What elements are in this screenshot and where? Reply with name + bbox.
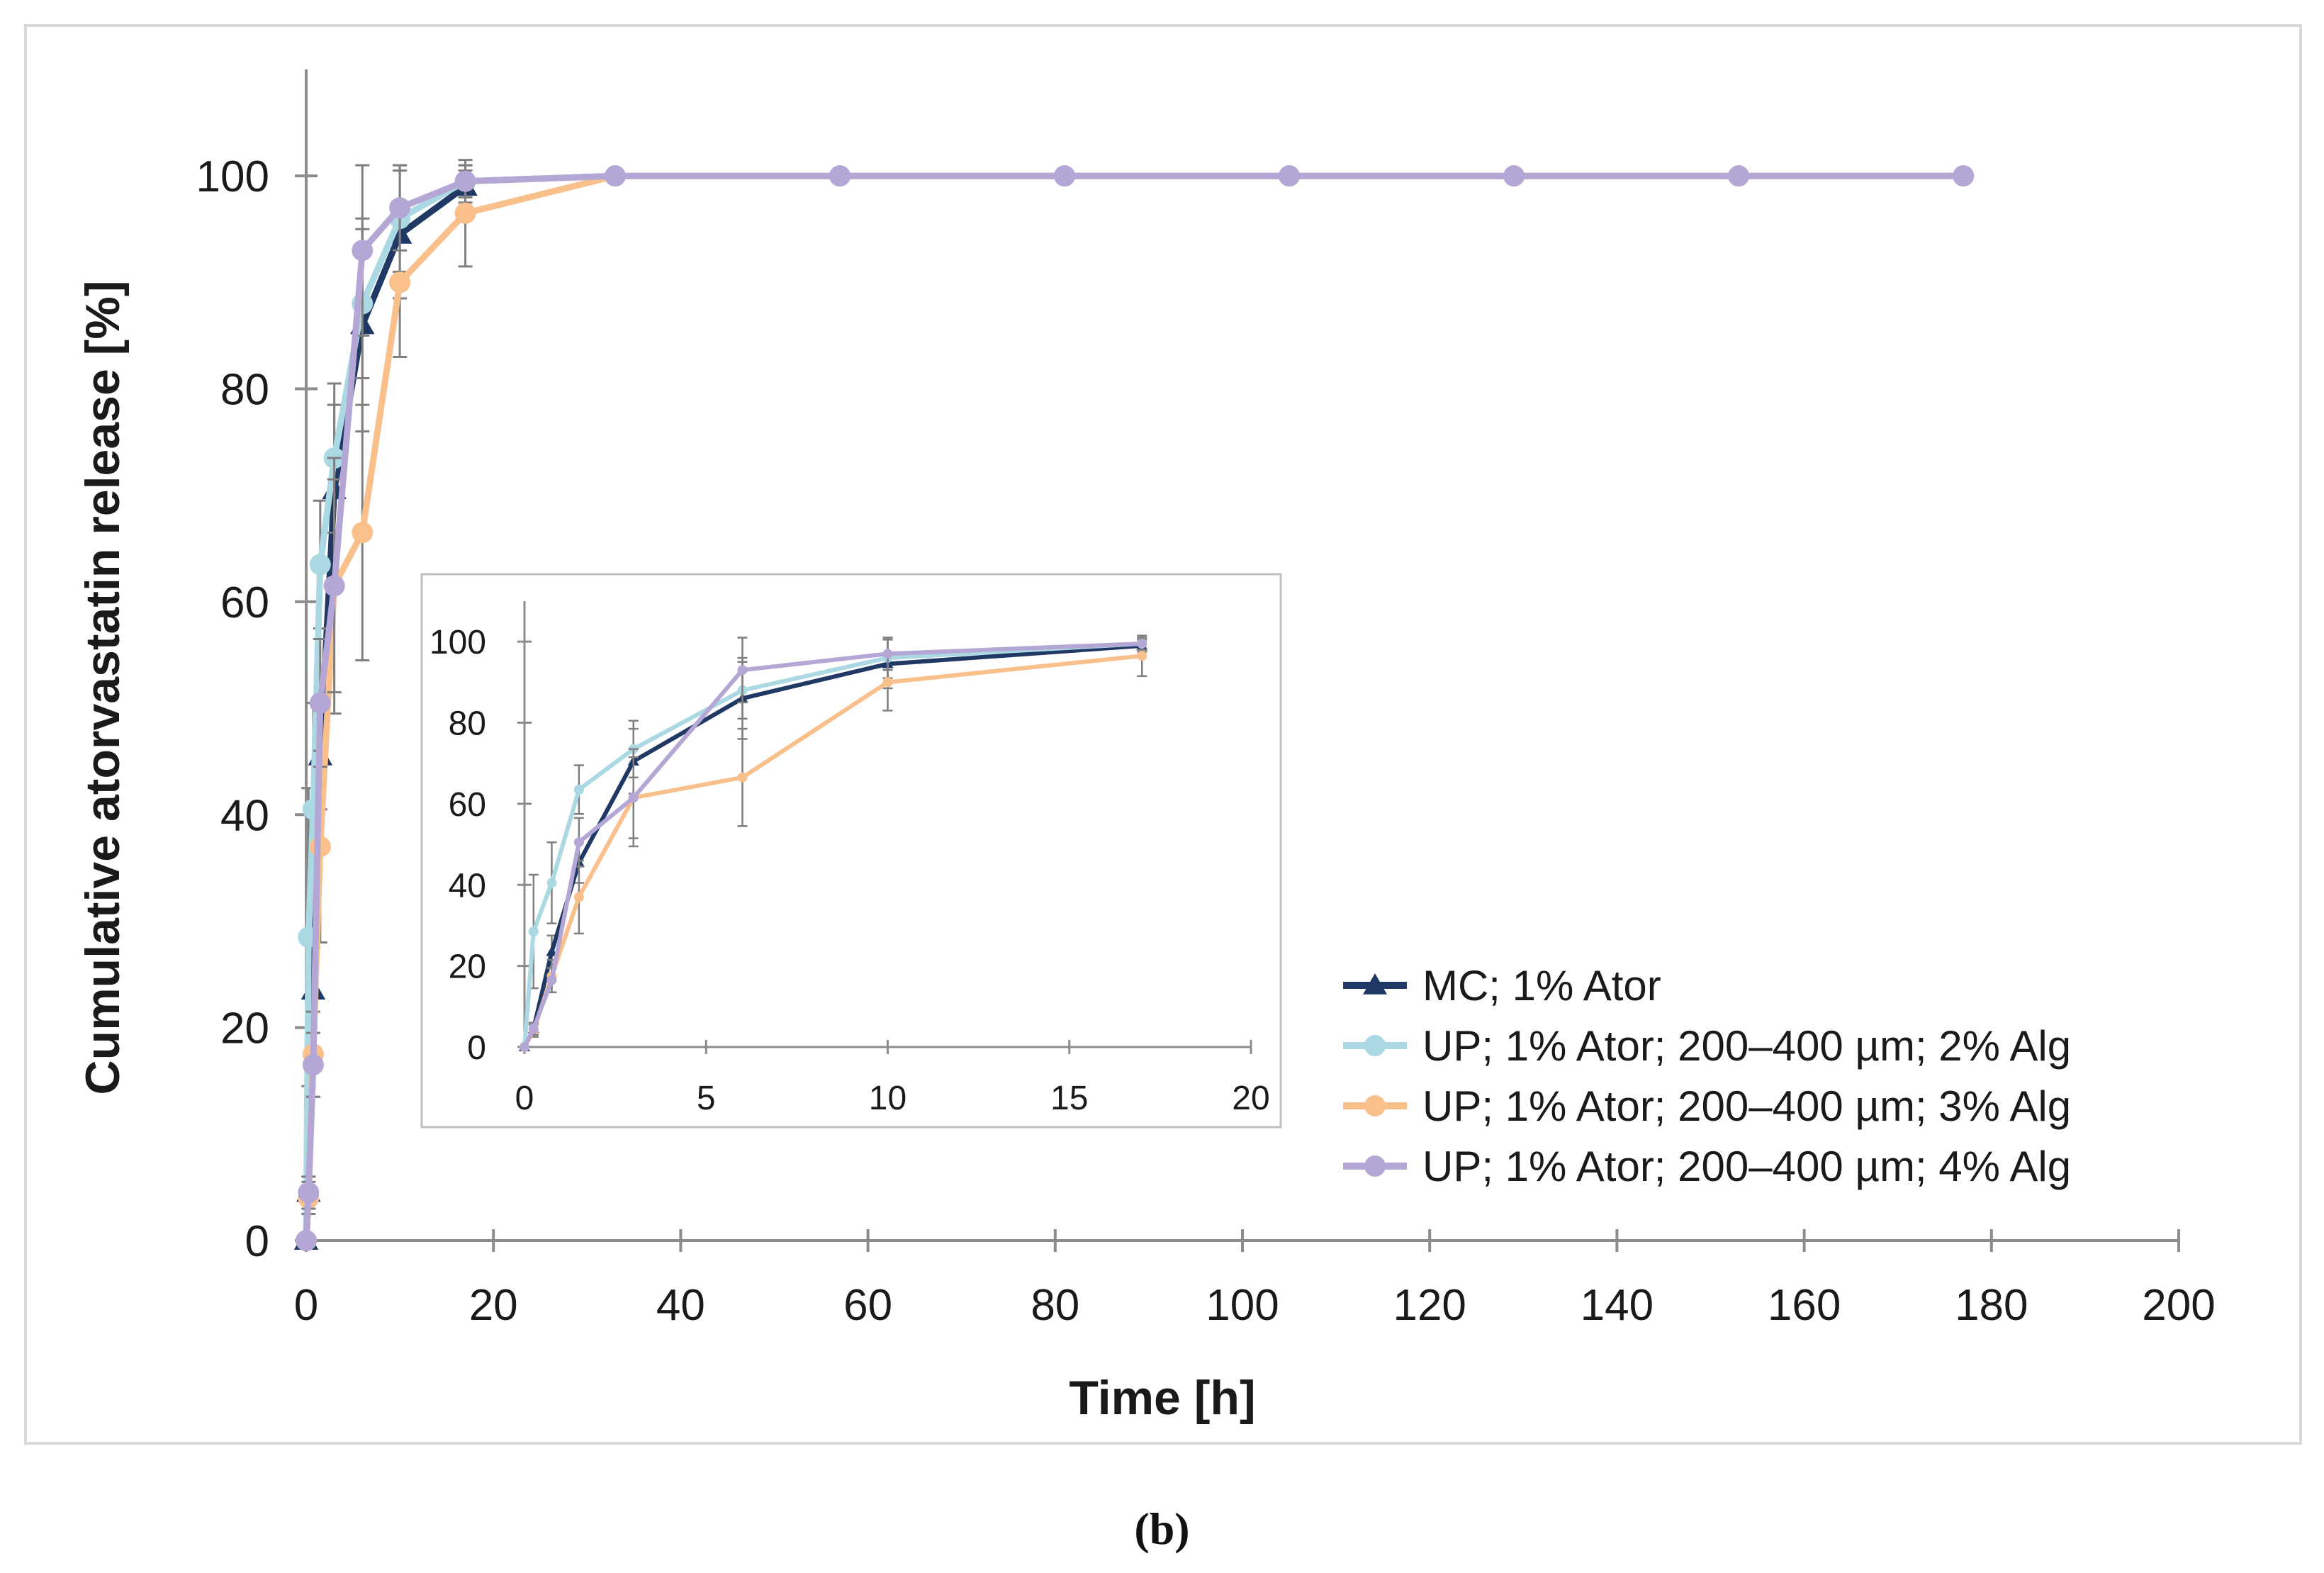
data-point xyxy=(628,793,639,803)
data-point xyxy=(520,1042,529,1052)
inset-series-layer xyxy=(518,634,1148,1052)
series-line xyxy=(522,642,1143,1048)
inset-y-tick-label: 100 xyxy=(430,624,486,661)
data-point xyxy=(573,837,584,848)
data-point xyxy=(302,1054,324,1076)
data-point xyxy=(1054,165,1076,187)
data-point xyxy=(882,677,893,688)
legend-label: UP; 1% Ator; 200–400 µm; 4% Alg xyxy=(1422,1143,2071,1190)
data-point xyxy=(352,240,374,262)
data-point xyxy=(528,1024,539,1034)
data-point xyxy=(296,1230,317,1251)
data-point xyxy=(1137,639,1147,649)
figure-caption: (b) xyxy=(1134,1504,1190,1554)
legend-label: UP; 1% Ator; 200–400 µm; 2% Alg xyxy=(1422,1022,2071,1070)
data-point xyxy=(829,165,851,187)
x-tick-label: 160 xyxy=(1768,1281,1841,1330)
x-tick-label: 40 xyxy=(656,1281,705,1330)
data-point xyxy=(454,202,476,224)
y-tick-label: 80 xyxy=(220,366,269,415)
data-point xyxy=(573,892,584,902)
inset-x-tick-label: 5 xyxy=(697,1080,716,1117)
x-tick-label: 20 xyxy=(469,1281,518,1330)
legend-marker xyxy=(1364,1155,1386,1177)
data-point xyxy=(389,197,411,219)
data-point xyxy=(1503,165,1525,187)
data-point xyxy=(546,878,557,888)
legend-label: UP; 1% Ator; 200–400 µm; 3% Alg xyxy=(1422,1082,2071,1130)
data-point xyxy=(737,772,748,783)
legend-item: MC; 1% Ator xyxy=(1343,962,1661,1009)
series-4 xyxy=(296,164,1975,1251)
inset-axes: 0 5 10 15 20 0 20 40 60 80 100 xyxy=(430,601,1270,1117)
inset-x-tick-label: 20 xyxy=(1232,1080,1269,1117)
data-point xyxy=(1137,651,1147,661)
data-point xyxy=(528,927,539,937)
data-point xyxy=(309,554,331,576)
data-point xyxy=(737,665,748,676)
legend-item: UP; 1% Ator; 200–400 µm; 4% Alg xyxy=(1343,1143,2071,1190)
data-point xyxy=(546,946,558,956)
x-tick-label: 80 xyxy=(1031,1281,1079,1330)
inset-y-tick-label: 60 xyxy=(449,786,486,824)
main-series-layer xyxy=(293,159,1975,1251)
inset-y-tick-label: 20 xyxy=(449,948,486,986)
data-point xyxy=(546,975,557,985)
data-point xyxy=(352,522,374,544)
inset-x-tick-label: 0 xyxy=(515,1080,534,1117)
inset-y-tick-label: 40 xyxy=(449,867,486,905)
legend: MC; 1% Ator UP; 1% Ator; 200–400 µm; 2% A… xyxy=(1343,962,2071,1190)
legend-label: MC; 1% Ator xyxy=(1422,962,1661,1009)
inset-x-tick-label: 10 xyxy=(869,1080,906,1117)
data-point xyxy=(573,784,584,795)
legend-item: UP; 1% Ator; 200–400 µm; 2% Alg xyxy=(1343,1022,2071,1070)
y-tick-label: 100 xyxy=(196,152,269,201)
data-point xyxy=(604,165,626,187)
data-point xyxy=(882,649,893,659)
data-point xyxy=(309,692,331,714)
inset-y-tick-label: 80 xyxy=(449,705,486,743)
x-tick-label: 60 xyxy=(843,1281,892,1330)
legend-marker xyxy=(1363,973,1387,995)
y-tick-label: 20 xyxy=(220,1004,269,1053)
x-axis-title: Time [h] xyxy=(1069,1371,1255,1425)
data-point xyxy=(454,170,476,192)
x-tick-label: 180 xyxy=(1955,1281,2028,1330)
legend-item: UP; 1% Ator; 200–400 µm; 3% Alg xyxy=(1343,1082,2071,1130)
data-point xyxy=(323,575,345,597)
x-tick-label: 0 xyxy=(294,1281,318,1330)
x-tick-label: 200 xyxy=(2142,1281,2215,1330)
y-tick-label: 40 xyxy=(220,791,269,840)
data-point xyxy=(1953,165,1975,187)
data-point xyxy=(1279,165,1301,187)
data-point xyxy=(389,272,411,293)
data-point xyxy=(298,1182,320,1204)
data-point xyxy=(1728,165,1750,187)
legend-marker xyxy=(1364,1095,1386,1116)
inset-x-tick-label: 15 xyxy=(1050,1080,1088,1117)
x-tick-label: 120 xyxy=(1393,1281,1466,1330)
y-axis-title: Cumulative atorvastatin release [%] xyxy=(76,281,130,1095)
series-4 xyxy=(520,637,1147,1052)
y-tick-label: 0 xyxy=(245,1217,269,1266)
y-tick-label: 60 xyxy=(220,578,269,627)
x-tick-label: 140 xyxy=(1581,1281,1654,1330)
legend-marker xyxy=(1364,1035,1386,1056)
series-line xyxy=(522,642,1143,1048)
inset-y-tick-label: 0 xyxy=(467,1029,486,1067)
x-tick-label: 100 xyxy=(1206,1281,1279,1330)
